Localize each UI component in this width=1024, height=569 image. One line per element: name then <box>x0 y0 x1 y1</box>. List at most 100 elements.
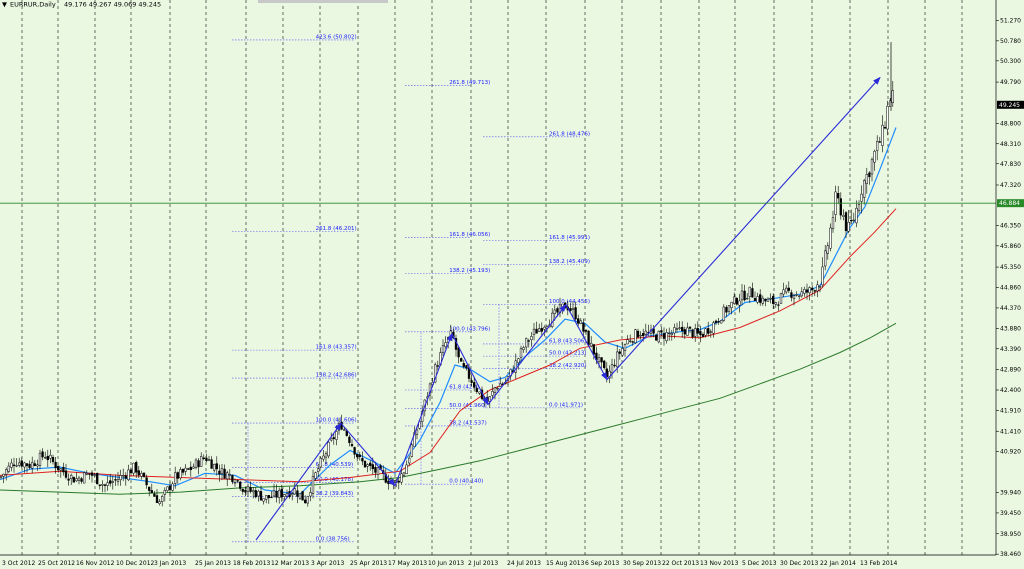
candle-body <box>681 326 684 332</box>
candle-body <box>842 214 845 217</box>
candle-body <box>662 333 666 339</box>
x-tick-label: 12 Mar 2013 <box>271 560 309 567</box>
candle-body <box>543 326 546 330</box>
moving-average-line <box>0 127 897 495</box>
candle-body <box>714 320 718 324</box>
candle-body <box>270 496 273 499</box>
candle-body <box>868 172 871 178</box>
y-tick-label: 45.350 <box>1000 264 1021 271</box>
candle-body <box>590 342 593 347</box>
fib-level-label: 423.6 (50.802) <box>316 34 357 40</box>
x-tick-label: 25 Apr 2013 <box>350 560 387 567</box>
x-tick-label: 13 Feb 2014 <box>860 560 898 567</box>
candle-body <box>332 437 335 439</box>
candle-body <box>759 294 762 303</box>
candle-body <box>571 308 575 310</box>
candle-body <box>582 322 585 332</box>
candle-body <box>600 357 603 363</box>
candle-body <box>64 470 68 478</box>
candle-body <box>205 457 208 462</box>
candle-body <box>202 457 205 459</box>
candle-body <box>0 476 3 478</box>
candle-body <box>673 327 676 334</box>
candle-body <box>686 327 689 336</box>
candle-body <box>805 289 809 293</box>
candle-body <box>782 289 785 295</box>
fib-level-label: 0.0 (40.140) <box>449 479 483 485</box>
candle-body <box>280 488 283 498</box>
fib-level-label: 138.2 (42.686) <box>316 373 357 379</box>
candle-body <box>44 457 47 459</box>
candle-body <box>751 288 754 298</box>
candle-body <box>434 364 437 383</box>
candle-body <box>881 124 884 146</box>
trend-arrow <box>487 303 567 405</box>
candle-body <box>717 321 720 323</box>
candle-body <box>197 460 200 468</box>
x-tick-label: 3 Oct 2012 <box>2 560 35 567</box>
candle-body <box>75 478 78 482</box>
candle-body <box>343 429 346 431</box>
candle-body <box>699 331 702 336</box>
candle-body <box>785 287 788 293</box>
candle-body <box>72 476 75 483</box>
x-tick-label: 22 Jan 2014 <box>820 560 856 567</box>
candle-body <box>257 490 260 497</box>
candle-body <box>857 204 861 212</box>
candle-body <box>70 474 73 479</box>
candle-body <box>886 105 889 130</box>
candle-body <box>769 297 772 300</box>
candle-body <box>774 302 777 305</box>
candle-body <box>293 488 296 495</box>
candle-body <box>285 493 289 497</box>
candle-body <box>844 212 848 232</box>
fib-level-label: 61.8 (42.4) <box>449 385 480 391</box>
candle-body <box>116 479 120 482</box>
candle-body <box>239 481 242 489</box>
fib-level-label: 261.8 (46.201) <box>316 226 357 232</box>
candle-body <box>77 477 81 481</box>
candle-body <box>816 284 819 292</box>
y-tick-label: 43.390 <box>1000 346 1021 353</box>
candle-body <box>187 468 190 470</box>
candle-body <box>761 297 764 304</box>
candle-body <box>314 472 317 479</box>
candle-body <box>181 468 185 473</box>
fib-level-label: 138.2 (45.193) <box>449 268 490 274</box>
candle-body <box>639 334 642 337</box>
candle-body <box>119 475 122 480</box>
candle-body <box>272 490 276 497</box>
current-price-value: 49.245 <box>999 102 1020 109</box>
y-tick-label: 50.780 <box>1000 38 1021 45</box>
moving-average-line <box>0 322 897 495</box>
candle-body <box>114 479 117 481</box>
dropdown-triangle-icon[interactable]: ▼ <box>2 1 7 9</box>
candle-body <box>808 287 811 294</box>
candle-body <box>20 460 23 467</box>
candle-body <box>847 221 850 232</box>
candle-body <box>158 501 161 504</box>
candle-body <box>98 484 101 486</box>
candle-body <box>873 150 876 163</box>
candle-body <box>96 472 99 485</box>
horizontal-line-group[interactable]: 46.884 49.245 <box>0 100 1024 208</box>
candle-body <box>311 476 315 494</box>
y-tick-label: 47.320 <box>1000 182 1021 189</box>
candle-body <box>12 464 16 466</box>
candle-body <box>244 489 247 493</box>
candle-body <box>356 453 359 458</box>
candle-body <box>223 468 226 479</box>
candle-body <box>18 462 21 466</box>
candle-body <box>779 293 783 304</box>
candle-body <box>696 328 699 334</box>
candle-body <box>226 472 229 480</box>
y-tick-label: 42.890 <box>1000 367 1021 374</box>
candle-body <box>387 480 390 485</box>
candle-body <box>142 472 146 477</box>
y-tick-label: 41.410 <box>1000 428 1021 435</box>
candle-body <box>655 334 658 341</box>
candle-body <box>592 344 595 355</box>
